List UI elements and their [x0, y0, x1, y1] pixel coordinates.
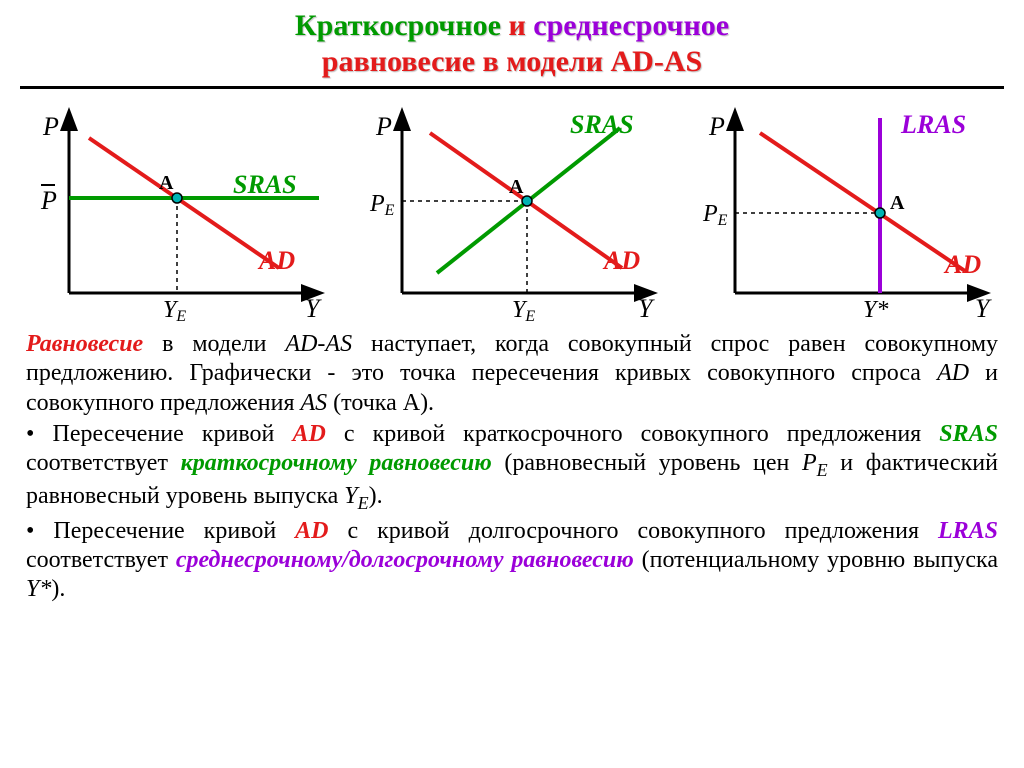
- p3-t4: (потенциальному уровню выпуска: [634, 547, 998, 573]
- p3-t5: ).: [51, 576, 65, 602]
- p2-w1: AD: [292, 421, 325, 447]
- eq-point: [522, 196, 532, 206]
- para-3: • Пересечение кривой AD с кривой долгоср…: [26, 517, 998, 605]
- p2-w4s: E: [817, 460, 828, 480]
- p2-w4: P: [802, 450, 817, 476]
- chart-3: P Y PE Y* А LRAS AD: [685, 93, 1005, 328]
- chart-1: P Y P YE А SRAS AD: [19, 93, 339, 328]
- p2-t6: ).: [369, 483, 383, 509]
- ad-line: [89, 138, 279, 268]
- p3-t3: соответствует: [26, 547, 176, 573]
- label-Ystar: Y*: [863, 297, 888, 323]
- title-part1: Краткосрочное: [295, 9, 501, 42]
- p2-t1: Пересечение кривой: [52, 421, 292, 447]
- label-YE: YE: [163, 297, 186, 323]
- label-Y: Y: [638, 294, 655, 323]
- label-Y: Y: [305, 294, 322, 323]
- title-part2: и: [501, 9, 533, 42]
- label-SRAS: SRAS: [570, 110, 634, 139]
- slide-title: Краткосрочное и среднесрочное равновесие…: [0, 0, 1024, 80]
- label-Y: Y: [975, 294, 992, 323]
- label-A: А: [890, 192, 905, 214]
- label-P: P: [42, 112, 59, 141]
- p1-w4: AS: [301, 390, 328, 416]
- eq-point: [875, 208, 885, 218]
- p3-w2: LRAS: [938, 518, 998, 544]
- label-SRAS: SRAS: [233, 170, 297, 199]
- label-AD: AD: [602, 246, 640, 275]
- label-A: А: [159, 172, 174, 194]
- chart-2: P Y PE YE А SRAS AD: [352, 93, 672, 328]
- para-2: • Пересечение кривой AD с кривой краткос…: [26, 420, 998, 515]
- label-P: P: [375, 112, 392, 141]
- p3-w4: Y*: [26, 576, 51, 602]
- p1-w2: AD-AS: [285, 331, 352, 357]
- p1-t4: (точка А).: [327, 390, 434, 416]
- title-line2: равновесие в модели AD-AS: [322, 45, 702, 78]
- label-PE: PE: [369, 191, 395, 219]
- ad-line: [760, 133, 965, 271]
- p3-t2: с кривой долгосрочного совокупного предл…: [329, 518, 938, 544]
- p1-w3: AD: [937, 360, 969, 386]
- p2-t4: (равновесный уровень цен: [492, 450, 802, 476]
- p1-t1: в модели: [143, 331, 285, 357]
- p3-w1: AD: [295, 518, 328, 544]
- p1-w1: Равновесие: [26, 331, 143, 357]
- para-1: Равновесие в модели AD-AS наступает, ког…: [26, 330, 998, 418]
- label-Pbar: P: [40, 186, 57, 215]
- p3-t1: Пересечение кривой: [53, 518, 295, 544]
- title-divider: [20, 86, 1004, 89]
- label-P: P: [708, 112, 725, 141]
- p2-t2: с кривой краткосрочного совокупного пред…: [326, 421, 940, 447]
- label-PE: PE: [702, 201, 728, 229]
- p3-b: •: [26, 518, 53, 544]
- p2-w2: SRAS: [939, 421, 998, 447]
- eq-point: [172, 193, 182, 203]
- p2-w3: краткосрочному равновесию: [181, 450, 492, 476]
- p2-w5s: E: [358, 493, 369, 513]
- body-text: Равновесие в модели AD-AS наступает, ког…: [0, 328, 1024, 604]
- label-YE: YE: [512, 297, 535, 323]
- label-AD: AD: [257, 246, 295, 275]
- label-A: А: [509, 176, 524, 198]
- title-part3: среднесрочное: [533, 9, 729, 42]
- label-AD: AD: [943, 250, 981, 279]
- p2-t3: соответствует: [26, 450, 181, 476]
- p2-b: •: [26, 421, 52, 447]
- p2-w5: Y: [344, 483, 357, 509]
- charts-row: P Y P YE А SRAS AD: [12, 93, 1012, 328]
- label-LRAS: LRAS: [900, 110, 966, 139]
- p3-w3: среднесрочному/долгосрочному равновесию: [176, 547, 634, 573]
